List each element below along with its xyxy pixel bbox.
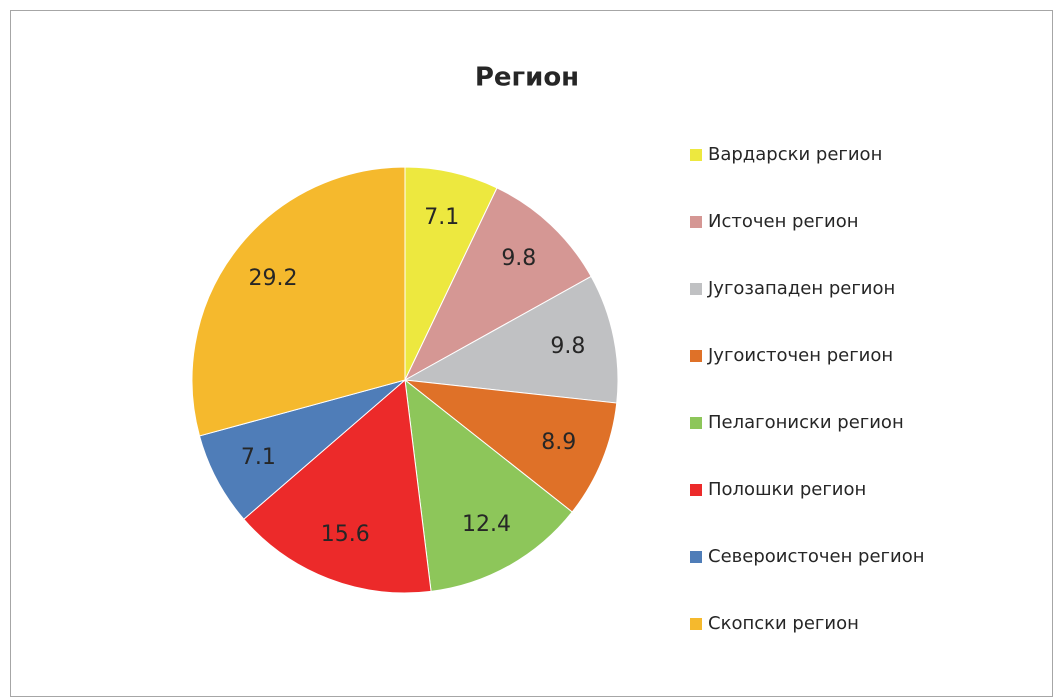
pie-slice — [403, 187, 592, 382]
legend-label: Југозападен регион — [707, 278, 895, 299]
data-label: 29.2 — [249, 266, 298, 291]
legend-swatch — [690, 149, 702, 161]
data-label: 12.4 — [462, 512, 511, 537]
data-label: 15.6 — [321, 522, 370, 547]
legend-swatch — [690, 417, 702, 429]
legend-label: Скопски регион — [708, 613, 859, 634]
data-label: 8.9 — [541, 430, 576, 455]
legend-swatch — [690, 484, 702, 496]
legend-label: Источен регион — [708, 211, 859, 232]
data-label: 9.8 — [550, 334, 585, 359]
legend-label: Вардарски регион — [708, 144, 882, 165]
legend-swatch — [690, 618, 702, 630]
legend-label: Југоисточен регион — [707, 345, 893, 366]
data-label: 7.1 — [241, 445, 276, 470]
legend-swatch — [690, 216, 702, 228]
legend-swatch — [690, 551, 702, 563]
legend-swatch — [690, 350, 702, 362]
legend-swatch — [690, 283, 702, 295]
pie-slice — [243, 379, 432, 594]
data-label: 7.1 — [424, 205, 459, 230]
pie-slice — [403, 275, 619, 404]
legend-label: Североисточен регион — [708, 546, 925, 567]
pie-slice — [403, 379, 618, 513]
pie-slice — [404, 378, 573, 592]
legend-label: Полошки регион — [708, 479, 866, 500]
data-label: 9.8 — [501, 246, 536, 271]
chart-title: Регион — [475, 63, 579, 93]
legend-label: Пелагониски регион — [708, 412, 904, 433]
pie-slice — [191, 166, 406, 437]
